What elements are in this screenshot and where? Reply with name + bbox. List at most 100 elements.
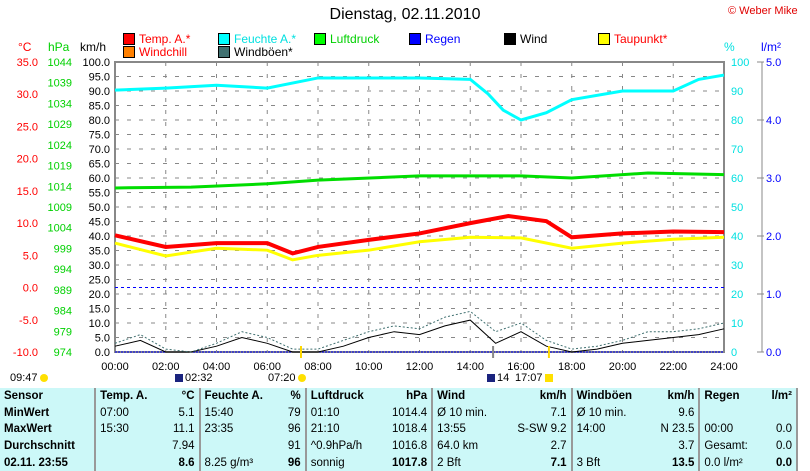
table-cell: 96 xyxy=(279,454,307,471)
table-cell: km/h xyxy=(648,388,701,405)
table-cell: 8.25 g/m³ xyxy=(204,456,254,469)
hpa-tick-label: 1019 xyxy=(48,161,72,173)
table-cell: 3.7 xyxy=(648,437,701,455)
rain-tick-label: 2.0 xyxy=(766,231,781,243)
legend-label: Feuchte A.* xyxy=(234,32,297,46)
legend-swatch xyxy=(218,33,230,45)
table-cell: 07:00 xyxy=(100,406,129,419)
sunset-icon xyxy=(544,374,553,382)
table-cell: 01:10 xyxy=(310,406,340,419)
table-cell: S-SW 9.2 xyxy=(502,421,573,438)
table-cell xyxy=(761,404,799,422)
legend-item: Wind xyxy=(504,32,547,46)
chart-svg: 00:00 02:00 04:00 06:00 08:00 10:00 12:00 14:00… xyxy=(13,57,781,373)
legend-item: Regen xyxy=(409,32,460,46)
table-row: Sensor Temp. A. °C Feuchte A.% Luftdruck hPa W… xyxy=(0,388,799,405)
table-cell: MaxWert xyxy=(0,421,97,438)
legend-item: Feuchte A.* xyxy=(218,32,296,46)
pct-tick-label: 10 xyxy=(731,318,743,330)
legend-label: Taupunkt* xyxy=(614,32,668,46)
kmh-tick-label: 0.0 xyxy=(95,347,110,359)
temp-tick-label: -10.0 xyxy=(13,347,38,359)
legend-label: Windböen* xyxy=(234,45,293,59)
pct-tick-label: 50 xyxy=(731,202,743,214)
x-tick-label: 22:00 xyxy=(659,361,687,373)
temp-tick-label: 35.0 xyxy=(17,57,38,69)
legend-swatch xyxy=(409,33,421,45)
stats-table: Sensor Temp. A. °C Feuchte A.% Luftdruck hPa W… xyxy=(0,388,799,471)
table-cell: Windböen xyxy=(576,390,633,403)
x-tick-label: 00:00 xyxy=(101,361,129,373)
table-cell: 21:10 xyxy=(310,423,340,436)
table-cell: Ø 10 min. xyxy=(576,406,627,419)
x-tick-label: 24:00 xyxy=(710,361,738,373)
legend-label: Windchill xyxy=(139,45,188,59)
kmh-tick-label: 65.0 xyxy=(89,159,110,171)
hpa-tick-label: 1034 xyxy=(48,98,72,110)
table-cell: 13:55 xyxy=(437,423,466,436)
pct-tick-label: 30 xyxy=(731,260,743,272)
table-cell: Regen xyxy=(704,390,740,403)
temp-tick-label: -5.0 xyxy=(19,315,38,327)
table-cell: km/h xyxy=(502,388,573,405)
legend-item: Windchill xyxy=(123,45,187,59)
table-cell: 15:30 xyxy=(100,423,129,436)
table-cell: 14:00 xyxy=(576,423,606,436)
rain-tick-label: 1.0 xyxy=(766,289,781,301)
hpa-tick-label: 1039 xyxy=(48,78,72,90)
hpa-tick-label: 1029 xyxy=(48,119,72,131)
kmh-tick-label: 15.0 xyxy=(89,304,110,316)
kmh-tick-label: 10.0 xyxy=(89,318,110,330)
temp-tick-label: 20.0 xyxy=(17,154,38,166)
table-row: Durchschnitt 7.94 91 ^0.9hPa/h 1016.8 64.0 km… xyxy=(0,437,799,455)
table-cell: Wind xyxy=(437,390,466,403)
table-cell: % xyxy=(279,388,307,405)
legend-swatch xyxy=(123,33,135,45)
temp-tick-label: 15.0 xyxy=(17,186,38,198)
pct-tick-label: 0 xyxy=(731,347,737,359)
kmh-tick-label: 85.0 xyxy=(89,101,110,113)
hpa-tick-label: 1024 xyxy=(48,140,72,152)
kmh-tick-label: 60.0 xyxy=(89,173,110,185)
pct-tick-label: 100 xyxy=(731,57,749,69)
table-cell: 1014.4 xyxy=(379,404,434,422)
astro-label: 14 xyxy=(497,372,510,384)
table-cell: Feuchte A. xyxy=(204,390,263,403)
temp-tick-label: 25.0 xyxy=(17,121,38,133)
legend-item: Luftdruck xyxy=(314,32,379,46)
table-cell: 64.0 km xyxy=(437,440,479,453)
kmh-tick-label: 70.0 xyxy=(89,144,110,156)
table-cell: 1018.4 xyxy=(379,421,434,438)
hpa-tick-label: 999 xyxy=(54,243,72,255)
table-row: MinWert 07:00 5.1 15:40 79 01:10 1014.4 Ø 10 mi… xyxy=(0,404,799,422)
table-cell: N 23.5 xyxy=(648,421,701,438)
table-cell: 5.1 xyxy=(162,404,201,422)
hpa-tick-label: 1004 xyxy=(48,223,72,235)
hpa-tick-label: 1009 xyxy=(48,202,72,214)
copyright: © Weber Mike xyxy=(728,5,798,17)
table-cell: 3 Bft xyxy=(576,456,601,469)
kmh-tick-label: 5.0 xyxy=(95,333,110,345)
moon-phase-icon xyxy=(487,374,495,382)
table-cell: 0.0 xyxy=(761,421,799,438)
astro-item: 14 xyxy=(487,372,509,384)
table-cell: 23:35 xyxy=(204,423,234,436)
table-row: MaxWert 15:30 11.1 23:35 96 21:10 1018.4 13:55 S… xyxy=(0,421,799,438)
astro-label: 07:20 xyxy=(268,372,296,384)
series-luftdruck xyxy=(114,171,725,190)
kmh-tick-label: 30.0 xyxy=(89,260,110,272)
kmh-tick-label: 25.0 xyxy=(89,275,110,287)
kmh-tick-label: 75.0 xyxy=(89,130,110,142)
hpa-unit: hPa xyxy=(48,40,70,54)
x-tick-label: 04:00 xyxy=(203,361,231,373)
pct-tick-label: 20 xyxy=(731,289,743,301)
table-cell xyxy=(200,438,280,455)
x-tick-label: 10:00 xyxy=(355,361,383,373)
chart-title: Dienstag, 02.11.2010 xyxy=(329,6,481,23)
hpa-tick-label: 994 xyxy=(54,264,72,276)
rain-tick-label: 4.0 xyxy=(766,115,781,127)
table-cell: 96 xyxy=(279,421,307,438)
table-cell: °C xyxy=(162,388,201,405)
astro-label: 09:47 xyxy=(10,372,38,384)
